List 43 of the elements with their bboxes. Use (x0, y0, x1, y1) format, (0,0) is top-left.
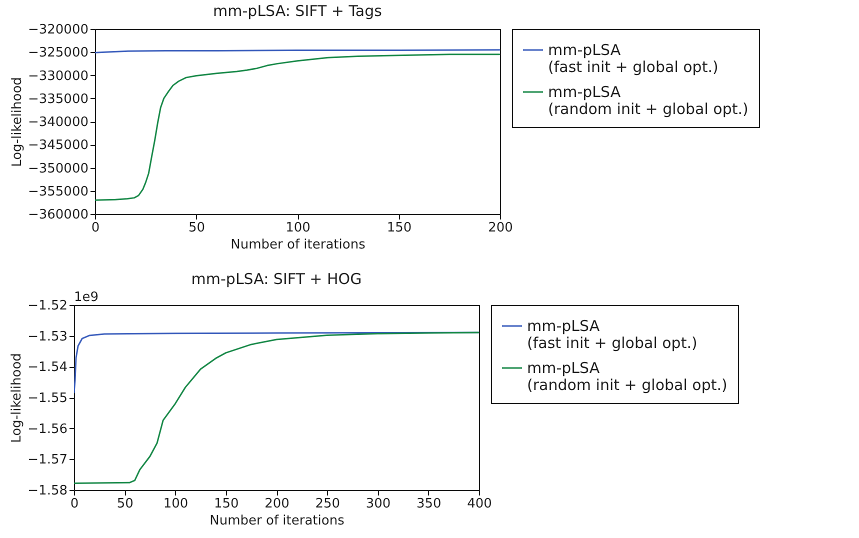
y-tick-label: −340000 (28, 115, 88, 130)
y-tick-label: −1.57 (28, 452, 68, 468)
x-tick-label: 200 (488, 220, 513, 236)
x-tick-label: 400 (467, 496, 492, 512)
x-tick-label: 250 (315, 496, 340, 512)
y-tick-label: −350000 (28, 161, 88, 176)
x-tick-label: 100 (286, 220, 310, 236)
x-tick-label: 100 (163, 496, 188, 512)
x-tick-label: 50 (116, 496, 134, 512)
line-series (95, 54, 500, 201)
legend-label: mm-pLSA (fast init + global opt.) (527, 317, 698, 352)
x-tick-label: 300 (366, 496, 391, 512)
line-series (74, 332, 479, 484)
x-tick-label: 350 (416, 496, 442, 512)
x-tick-label: 150 (214, 496, 239, 512)
x-tick-label: 50 (188, 220, 206, 236)
y-axis-title: Log-likelihood (10, 77, 25, 167)
x-axis-title: Number of iterations (210, 514, 345, 528)
y-tick-label: −355000 (28, 184, 88, 200)
y-tick-label: −1.52 (28, 298, 68, 314)
y-tick-label: −1.58 (28, 484, 68, 498)
y-tick-label: −1.56 (28, 422, 68, 437)
y-tick-label: −325000 (28, 46, 88, 61)
chart-title: mm-pLSA: SIFT + Tags (213, 2, 382, 20)
x-tick-label: 200 (264, 496, 290, 512)
y-axis-title: Log-likelihood (10, 353, 25, 443)
x-tick-label: 0 (70, 496, 79, 512)
y-tick-label: −1.54 (28, 360, 68, 376)
y-tick-label: −1.55 (28, 391, 68, 406)
chart-title: mm-pLSA: SIFT + HOG (191, 270, 362, 288)
legend-label: mm-pLSA (random init + global opt.) (548, 83, 748, 118)
y-tick-label: −330000 (28, 68, 88, 84)
x-tick-label: 0 (91, 220, 100, 236)
y-tick-label: −335000 (28, 92, 88, 107)
x-axis-title: Number of iterations (230, 238, 366, 252)
x-tick-label: 150 (386, 220, 412, 236)
y-tick-label: −345000 (28, 138, 88, 154)
text: 1e9 (74, 290, 99, 305)
y-tick-label: −320000 (28, 22, 88, 38)
y-tick-label: −1.53 (28, 329, 68, 344)
legend-label: mm-pLSA (random init + global opt.) (527, 359, 728, 394)
y-tick-label: −360000 (28, 208, 88, 222)
legend-label: mm-pLSA (fast init + global opt.) (548, 41, 718, 76)
